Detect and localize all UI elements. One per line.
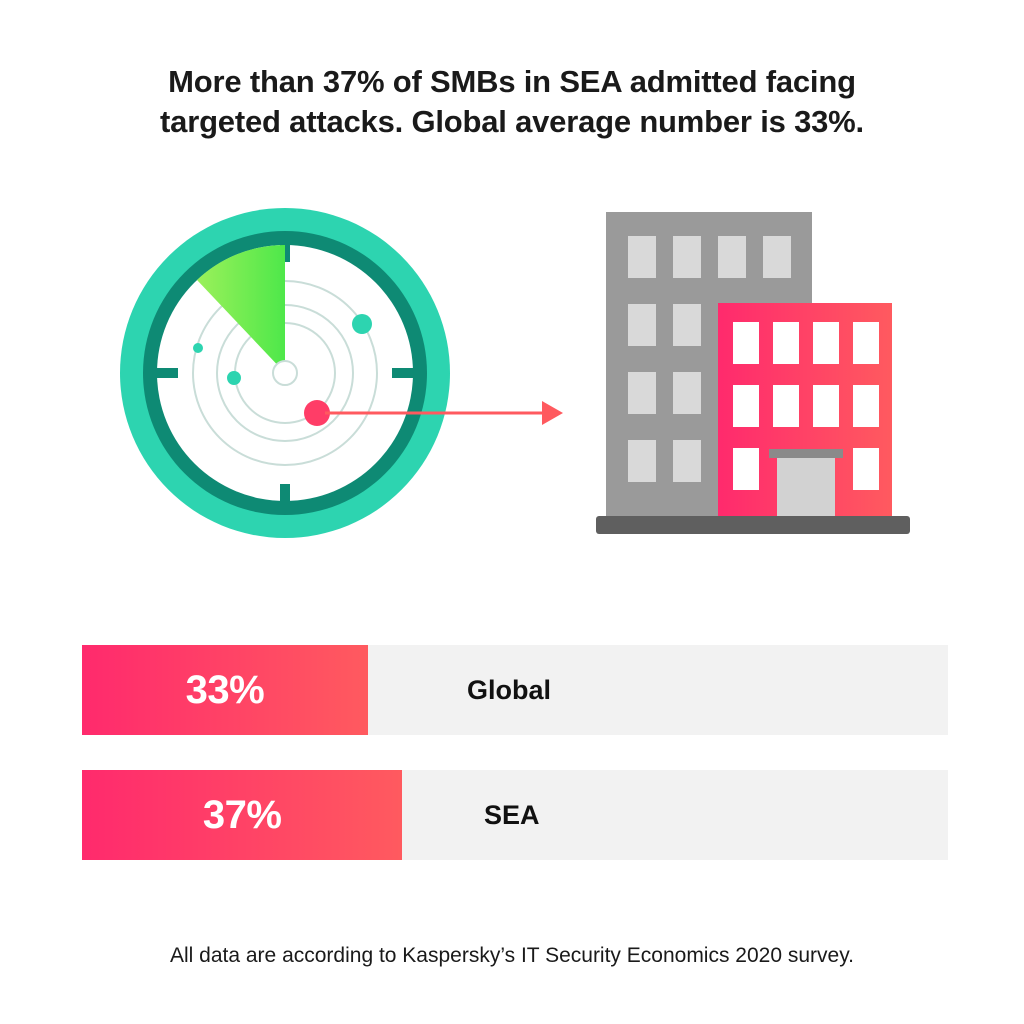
arrow-right-icon	[325, 401, 563, 425]
bar-label-global: Global	[467, 674, 552, 705]
headline-line-1: More than 37% of SMBs in SEA admitted fa…	[168, 64, 856, 99]
radar-icon	[120, 208, 450, 538]
bar-label-sea: SEA	[484, 799, 540, 830]
bar-value-global: 33%	[185, 667, 265, 712]
headline: More than 37% of SMBs in SEA admitted fa…	[60, 62, 964, 142]
office-building-icon	[596, 212, 910, 534]
bar-global	[82, 645, 368, 735]
bar-sea	[82, 770, 403, 860]
bar-value-sea: 37%	[202, 792, 282, 837]
bar-track-sea: 37% SEA	[82, 770, 948, 860]
headline-line-2: targeted attacks. Global average number …	[160, 104, 864, 139]
bar-track-global: 33% Global	[82, 645, 948, 735]
footnote: All data are according to Kaspersky’s IT…	[170, 944, 854, 967]
illustration	[120, 208, 910, 538]
